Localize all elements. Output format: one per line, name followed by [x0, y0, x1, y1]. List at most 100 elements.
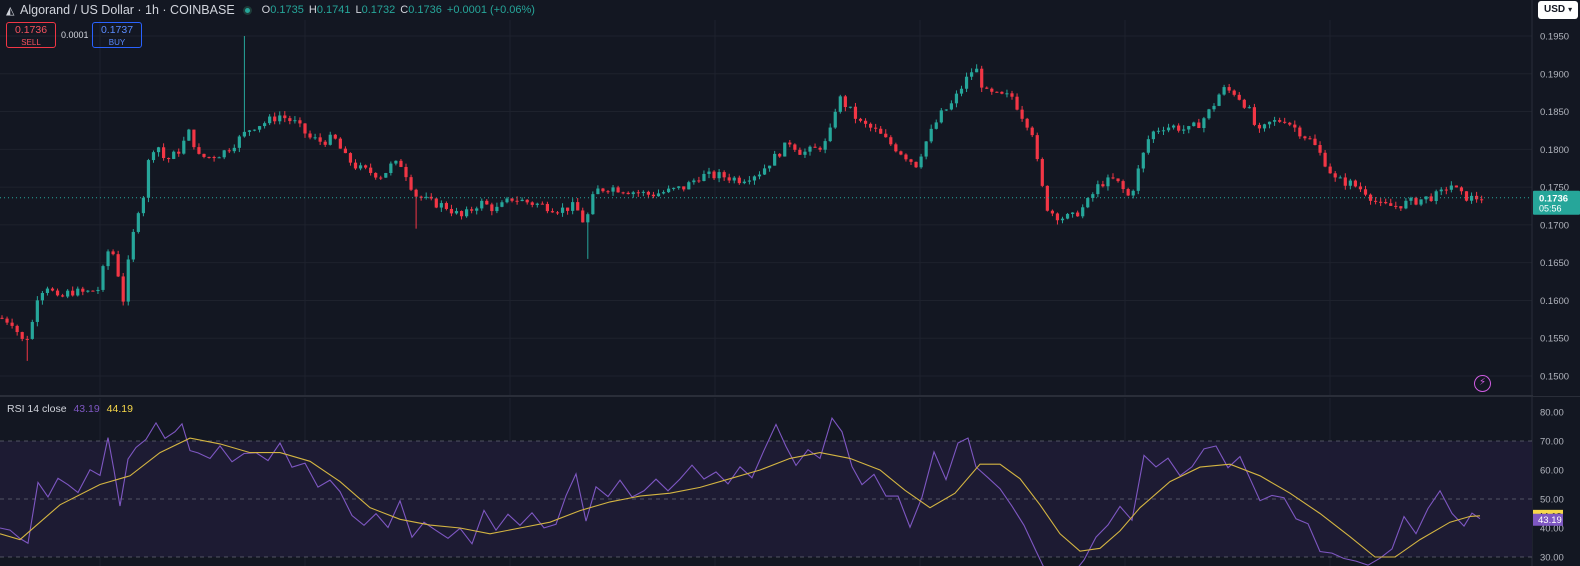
- rsi-legend[interactable]: RSI 14 close 43.19 44.19: [7, 403, 133, 415]
- candle-body: [828, 127, 832, 142]
- candle-body: [394, 160, 398, 164]
- candle: [257, 125, 262, 133]
- candle: [76, 286, 80, 297]
- candle: [762, 164, 767, 175]
- candle: [571, 198, 575, 215]
- candle-body: [1187, 126, 1191, 130]
- candle-body: [424, 196, 428, 198]
- candle: [823, 138, 827, 154]
- candle-body: [939, 110, 943, 123]
- candle: [1035, 132, 1039, 162]
- candle: [550, 208, 555, 213]
- rsi-tick-label: 80.00: [1540, 408, 1564, 419]
- candle: [954, 90, 959, 108]
- candle: [909, 158, 913, 165]
- candle: [389, 161, 393, 176]
- rsi-background-band: [0, 441, 1532, 557]
- candle: [1106, 174, 1110, 191]
- candle: [566, 207, 570, 215]
- candle: [480, 198, 484, 211]
- price-tick-label: 0.1550: [1540, 334, 1569, 345]
- candle-body: [106, 251, 110, 267]
- candle-body: [237, 136, 241, 148]
- candle: [651, 191, 656, 199]
- candle: [293, 116, 297, 124]
- price-axis[interactable]: 0.1950 0.1900 0.1850 0.1800 0.1750 0.1700 0.16…: [1533, 0, 1580, 396]
- candle-body: [848, 106, 852, 108]
- candle: [1055, 212, 1060, 225]
- candle: [121, 272, 125, 306]
- candle-body: [242, 131, 246, 137]
- candle-body: [91, 290, 95, 292]
- rsi-legend-ma-value: 44.19: [106, 403, 133, 415]
- candle-body: [778, 153, 782, 157]
- last-price-tag: [1533, 190, 1580, 215]
- candle-body: [853, 106, 858, 119]
- candle: [252, 129, 257, 132]
- candle-body: [914, 161, 918, 168]
- rsi-legend-value: 43.19: [73, 403, 100, 415]
- candle-body: [667, 188, 671, 193]
- candle: [500, 200, 504, 208]
- candle: [757, 171, 762, 180]
- candle-body: [121, 276, 125, 302]
- candle-body: [268, 116, 272, 124]
- candle-body: [475, 208, 479, 211]
- candle-body: [81, 288, 85, 292]
- candle: [1212, 103, 1216, 112]
- candle-body: [1141, 152, 1145, 169]
- candle-body: [1399, 206, 1403, 209]
- candle-body: [10, 322, 14, 326]
- candle-body: [1101, 184, 1105, 187]
- candle: [1267, 121, 1272, 129]
- candle: [783, 142, 787, 157]
- candle-body: [1192, 122, 1196, 127]
- candle: [162, 143, 166, 161]
- candle: [217, 156, 221, 159]
- candle: [919, 153, 923, 169]
- candle: [717, 168, 721, 183]
- candle: [465, 206, 469, 218]
- candle: [237, 134, 241, 153]
- candle-body: [1217, 94, 1221, 106]
- symbol-title[interactable]: Algorand / US Dollar · 1h · COINBASE: [20, 3, 235, 17]
- candle-body: [586, 214, 590, 223]
- candle: [626, 191, 630, 195]
- candle-body: [374, 172, 378, 178]
- ohlc-low: L0.1732: [355, 4, 396, 16]
- candle: [1227, 84, 1231, 94]
- candle-body: [384, 173, 388, 178]
- candle-body: [803, 151, 807, 155]
- symbol-header[interactable]: ◭ Algorand / US Dollar · 1h · COINBASE O…: [6, 2, 535, 18]
- candle-body: [980, 68, 984, 88]
- candle-body: [232, 147, 236, 152]
- candle-body: [1278, 120, 1282, 122]
- candle-body: [576, 202, 580, 211]
- candle-body: [752, 176, 757, 181]
- candle-body: [177, 151, 181, 154]
- candlestick-series: [0, 36, 1484, 361]
- candle: [288, 115, 292, 125]
- sell-button[interactable]: 0.1736 SELL: [6, 22, 56, 48]
- candle: [429, 193, 433, 201]
- candle-body: [379, 177, 383, 179]
- price-change: +0.0001 (+0.06%): [446, 4, 535, 16]
- lightning-bolt-icon[interactable]: ⚡: [1474, 375, 1491, 392]
- candle-body: [323, 141, 327, 145]
- currency-selector[interactable]: USD ▾: [1538, 1, 1578, 19]
- candle: [227, 148, 231, 154]
- candle: [343, 146, 347, 154]
- candle: [515, 196, 519, 205]
- candle-body: [672, 187, 676, 189]
- candle: [1060, 216, 1065, 224]
- candle-body: [581, 210, 585, 223]
- candle: [677, 186, 681, 190]
- candle: [863, 118, 868, 128]
- candle: [1045, 185, 1049, 212]
- candle: [192, 129, 196, 150]
- buy-button[interactable]: 0.1737 BUY: [92, 22, 142, 48]
- candle: [101, 264, 105, 292]
- candle: [601, 187, 605, 193]
